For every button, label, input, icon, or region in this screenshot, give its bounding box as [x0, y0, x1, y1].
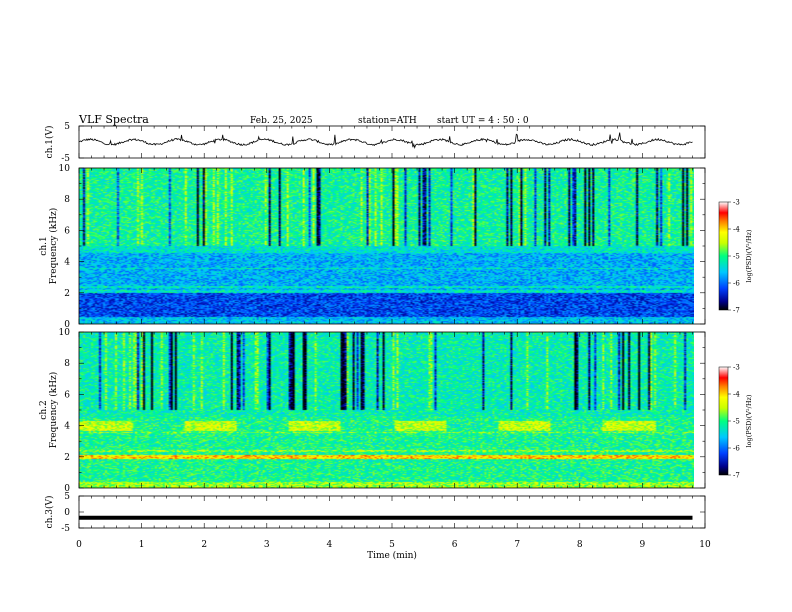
x-tick-label: 5: [389, 540, 395, 550]
x-axis-label: Time (min): [367, 550, 417, 561]
y-tick-label: 6: [64, 226, 70, 236]
ch1-colorbar: -3 -4 -5 -6 -7 log(PSD)(V²/Hz): [718, 199, 753, 315]
ch1-spectrogram-panel: 0 2 4 6 8 10 ch.1Frequency (kHz): [39, 164, 706, 330]
x-tick-label: 6: [452, 540, 458, 550]
ch2-spectrogram-panel: 0 2 4 6 8 10 ch.2Frequency (kHz): [39, 328, 706, 494]
station-label: station=ATH: [358, 116, 417, 126]
ch1-waveform-frame: [78, 125, 706, 159]
y-tick-label: 4: [64, 258, 70, 268]
y-tick-label: 10: [59, 164, 71, 174]
ch1-colorbar-gradient: [718, 201, 729, 311]
ch1-waveform-panel: 5 -5 ch.1(V): [44, 122, 706, 164]
y-tick-label: 0: [64, 508, 70, 518]
x-tick-label: 2: [201, 540, 207, 550]
y-tick-label: 8: [64, 195, 70, 205]
ch1-spectrogram-ylabel: ch.1Frequency (kHz): [39, 208, 59, 285]
y-tick-label: 6: [64, 390, 70, 400]
ch1-colorbar-label: log(PSD)(V²/Hz): [745, 229, 753, 282]
y-tick-label: 5: [64, 492, 70, 502]
colorbar-tick-label: -4: [733, 226, 740, 234]
x-tick-label: 1: [139, 540, 145, 550]
y-tick-label: -5: [61, 524, 70, 534]
ch2-colorbar: -3 -4 -5 -6 -7 log(PSD)(V²/Hz): [718, 364, 753, 480]
x-tick-label: 9: [640, 540, 646, 550]
y-tick-label: 4: [64, 422, 70, 432]
colorbar-tick-label: -5: [733, 418, 740, 426]
ch2-spectrogram-ylabel: ch.2Frequency (kHz): [39, 372, 59, 449]
colorbar-tick-label: -7: [733, 472, 740, 480]
y-tick-label: -5: [61, 154, 70, 164]
y-tick-label: 2: [64, 289, 70, 299]
ch3-waveform-panel: 5 0 -5 ch.3(V): [44, 492, 706, 534]
x-tick-label: 7: [514, 540, 520, 550]
x-tick-label: 10: [699, 540, 711, 550]
y-tick-label: 0: [64, 320, 70, 330]
x-tick-label: 8: [577, 540, 583, 550]
start-ut-label: start UT = 4 : 50 : 0: [437, 116, 529, 126]
ch3-waveform-ylabel: ch.3(V): [44, 496, 55, 529]
colorbar-tick-label: -7: [733, 307, 740, 315]
colorbar-tick-label: -3: [733, 364, 740, 372]
y-tick-label: 8: [64, 359, 70, 369]
ch1-waveform-line: [78, 132, 693, 149]
y-tick-label: 10: [59, 328, 71, 338]
ch2-spectrogram-image: [79, 332, 694, 488]
x-tick-label: 3: [264, 540, 270, 550]
figure-title: VLF Spectra: [78, 113, 149, 126]
ch2-colorbar-gradient: [718, 366, 729, 476]
ch1-waveform-ylabel: ch.1(V): [44, 126, 55, 159]
colorbar-tick-label: -3: [733, 199, 740, 207]
ch2-colorbar-label: log(PSD)(V²/Hz): [745, 394, 753, 447]
x-tick-label: 4: [327, 540, 333, 550]
ch1-spectrogram-image: [79, 168, 694, 324]
colorbar-tick-label: -4: [733, 391, 740, 399]
date-label: Feb. 25, 2025: [250, 116, 313, 126]
y-tick-label: 5: [64, 122, 70, 132]
x-tick-label: 0: [76, 540, 82, 550]
colorbar-tick-label: -6: [733, 280, 740, 288]
colorbar-tick-label: -6: [733, 445, 740, 453]
y-tick-label: 2: [64, 453, 70, 463]
colorbar-tick-label: -5: [733, 253, 740, 261]
y-tick-label: 0: [64, 484, 70, 494]
